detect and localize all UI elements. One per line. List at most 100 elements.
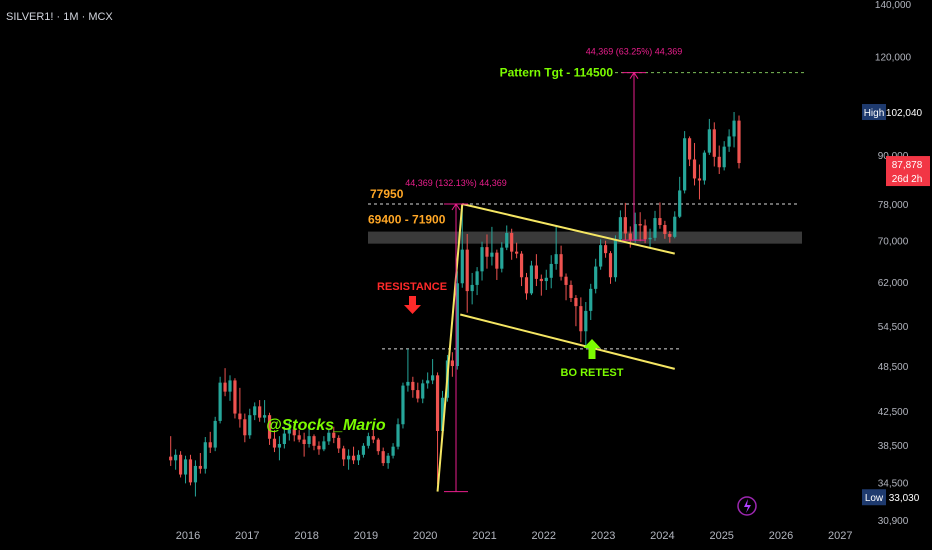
low-label-box <box>862 489 886 506</box>
candle <box>465 233 469 313</box>
candle-body <box>317 445 321 450</box>
candle-body <box>628 233 632 240</box>
candle <box>416 382 420 403</box>
candle-body <box>687 138 692 160</box>
candle-body <box>692 159 697 179</box>
candle-body <box>262 415 267 418</box>
candle-body <box>376 439 380 452</box>
candle <box>658 202 662 229</box>
candle-body <box>228 380 232 392</box>
candle-body <box>287 429 291 434</box>
candle-body <box>178 454 183 475</box>
candle-body <box>312 436 316 446</box>
y-tick-label: 70,000 <box>878 237 909 248</box>
x-axis[interactable]: 2016 2017 2018 2019 2020 2021 2022 2023 2024 2025… <box>176 530 853 542</box>
candle-body <box>584 310 588 332</box>
candle <box>203 437 207 474</box>
candle <box>549 255 553 289</box>
candle <box>633 212 637 243</box>
x-tick-label: 2020 <box>413 530 437 542</box>
candle-body <box>613 239 618 278</box>
candle-body <box>712 129 716 157</box>
candle-body <box>342 448 346 460</box>
candle-body <box>638 224 642 226</box>
candle-body <box>248 415 252 436</box>
flag-upper-line <box>462 203 675 255</box>
candle-body <box>574 297 578 307</box>
candle-body <box>633 224 637 240</box>
y-axis[interactable]: 140,000120,00090,00078,00070,00062,00054… <box>862 0 930 527</box>
zone-label: 69400 - 71900 <box>368 213 446 227</box>
candle <box>673 211 677 239</box>
candle <box>174 449 178 470</box>
candle-body <box>435 375 440 431</box>
candle <box>337 435 341 453</box>
candle <box>510 228 514 260</box>
level-lines-layer <box>368 72 805 350</box>
candle-body <box>258 406 262 418</box>
candle <box>618 210 622 241</box>
x-tick-label: 2026 <box>769 530 793 542</box>
candle <box>678 176 682 219</box>
candle-body <box>267 415 272 439</box>
x-tick-label: 2024 <box>650 530 674 542</box>
candle <box>579 297 583 343</box>
candle <box>599 239 603 270</box>
candle <box>519 251 524 287</box>
x-tick-label: 2018 <box>294 530 318 542</box>
pattern-lines-layer <box>436 71 675 493</box>
candle-body <box>302 439 306 445</box>
candle <box>426 372 430 389</box>
candle <box>371 429 375 444</box>
candle-body <box>327 432 331 442</box>
y-tick-label: 48,500 <box>878 362 909 373</box>
candle-body <box>722 146 726 168</box>
candle-body <box>386 455 390 464</box>
candle <box>737 115 741 169</box>
candle-body <box>534 265 538 279</box>
candle-body <box>475 271 479 285</box>
y-tick-label: 120,000 <box>875 53 912 64</box>
candle-body <box>599 245 603 267</box>
candle-body <box>421 383 425 399</box>
candle <box>431 359 435 385</box>
candle <box>529 260 534 296</box>
candle-body <box>594 266 598 289</box>
level-77950-label: 77950 <box>370 187 404 201</box>
candle-body <box>277 444 282 448</box>
candle-body <box>589 288 593 311</box>
candle-body <box>307 436 311 445</box>
candle-body <box>356 454 361 461</box>
candle <box>722 141 726 171</box>
candle <box>638 212 642 242</box>
candle <box>351 446 356 465</box>
candle <box>248 408 252 439</box>
candle-body <box>426 380 430 384</box>
candle <box>376 437 380 455</box>
candle-body <box>673 216 677 237</box>
candle-body <box>519 253 524 278</box>
symbol-label[interactable]: SILVER1! · 1M · MCX <box>6 11 113 23</box>
candle-body <box>218 382 222 421</box>
candle-body <box>683 138 687 191</box>
x-tick-label: 2022 <box>532 530 556 542</box>
pattern-target-label: Pattern Tgt - 114500 <box>500 66 614 80</box>
candle <box>648 228 652 249</box>
candle-body <box>643 225 647 240</box>
candle <box>727 129 731 152</box>
candle <box>594 258 598 294</box>
measure-2-arrow <box>629 71 639 79</box>
candle-body <box>500 247 504 269</box>
bo-retest-label: BO RETEST <box>561 367 624 379</box>
candle <box>282 426 286 449</box>
low-label: Low <box>865 493 884 504</box>
measure-1-arrow <box>451 203 461 211</box>
candle-body <box>702 152 707 181</box>
candle-body <box>238 413 242 420</box>
candle <box>569 280 573 303</box>
candle-body <box>411 381 415 391</box>
candle <box>692 142 697 186</box>
candle <box>623 202 627 240</box>
candle <box>198 452 202 474</box>
